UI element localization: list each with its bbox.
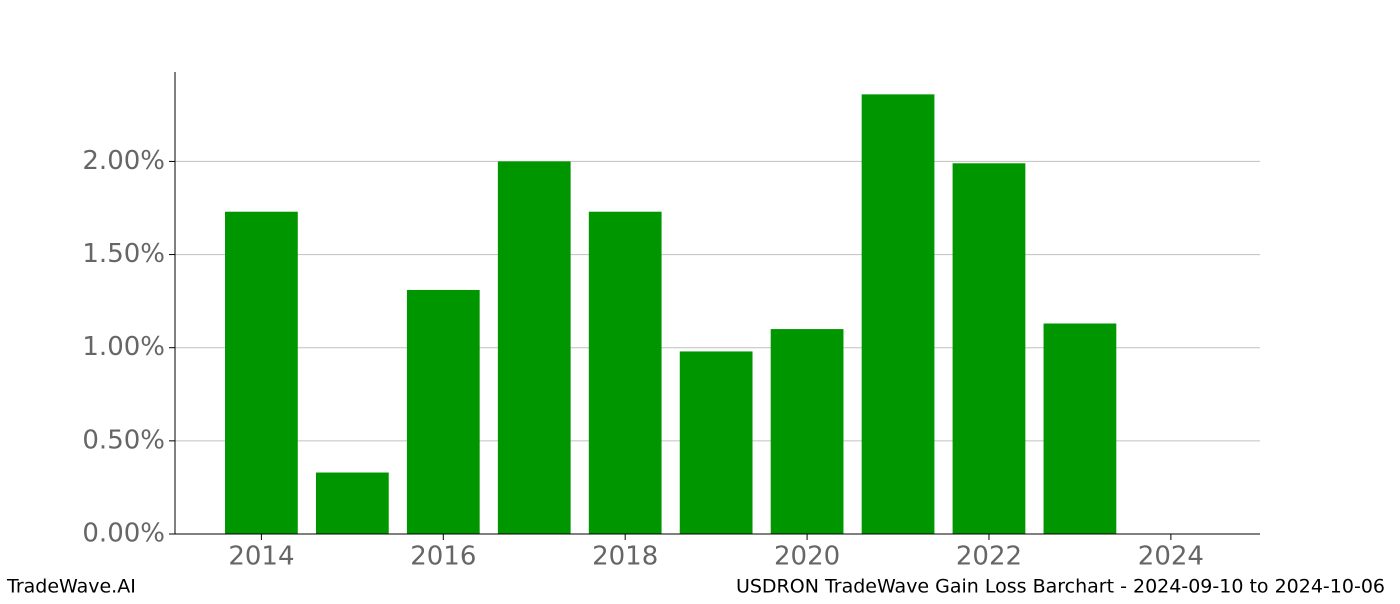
footer-right: USDRON TradeWave Gain Loss Barchart - 20…	[736, 576, 1385, 598]
bar	[225, 211, 298, 534]
bar	[497, 161, 571, 534]
bar	[770, 329, 844, 534]
x-tick-label: 2022	[956, 542, 1022, 572]
y-tick-label: 1.00%	[82, 332, 165, 362]
bar	[952, 163, 1026, 534]
x-tick-label: 2014	[228, 542, 294, 572]
x-tick-label: 2024	[1138, 542, 1204, 572]
x-tick-label: 2020	[774, 542, 840, 572]
bar	[861, 94, 935, 535]
y-tick-label: 1.50%	[82, 239, 165, 269]
x-tick-label: 2016	[410, 542, 476, 572]
bar	[588, 211, 662, 534]
y-tick-label: 0.50%	[82, 425, 165, 455]
x-tick-label: 2018	[592, 542, 658, 572]
bar	[406, 289, 480, 534]
footer-left: TradeWave.AI	[6, 576, 136, 598]
y-tick-label: 2.00%	[82, 146, 165, 176]
bar	[1043, 323, 1117, 534]
bar	[315, 472, 389, 534]
bar	[679, 351, 753, 534]
y-tick-label: 0.00%	[82, 519, 165, 549]
